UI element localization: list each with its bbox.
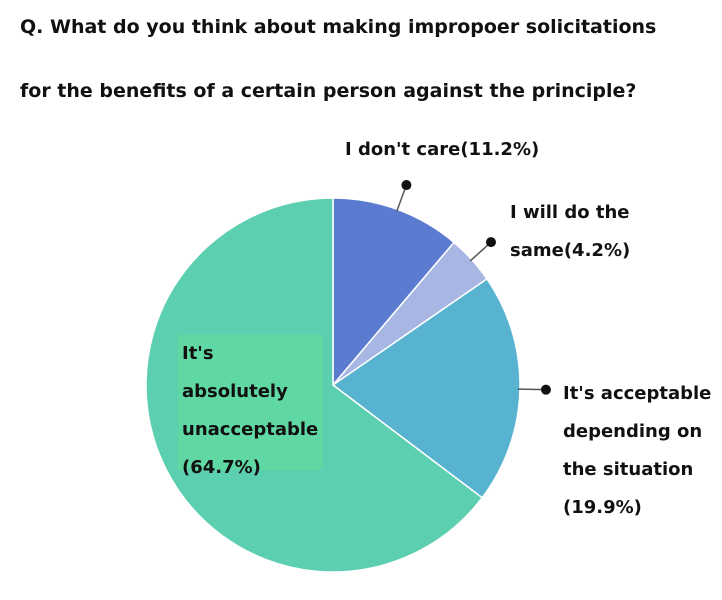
category-label: It's acceptable depending on the situati… — [563, 383, 712, 480]
slice-label: It's acceptable depending on the situati… — [563, 375, 718, 527]
leader-dot — [485, 237, 496, 248]
slice-label: It's absolutely unacceptable (64.7%) — [178, 335, 323, 478]
value-label: (64.7%) — [182, 457, 261, 478]
leader-dot — [540, 384, 551, 395]
category-label: It's absolutely unacceptable — [182, 343, 319, 440]
value-label: (11.2%) — [460, 139, 540, 160]
chart-title: for the benefits of a certain person aga… — [20, 80, 637, 102]
value-label: (19.9%) — [563, 497, 642, 518]
slice-label: I don't care(11.2%) — [345, 131, 565, 169]
category-label: I don't care — [345, 139, 461, 160]
category-label: I will do the same — [510, 202, 630, 261]
leader-dot — [401, 180, 412, 191]
value-label: (4.2%) — [563, 240, 631, 261]
slice-label: I will do the same(4.2%) — [510, 194, 645, 270]
chart-title: Q. What do you think about making improp… — [20, 16, 657, 38]
